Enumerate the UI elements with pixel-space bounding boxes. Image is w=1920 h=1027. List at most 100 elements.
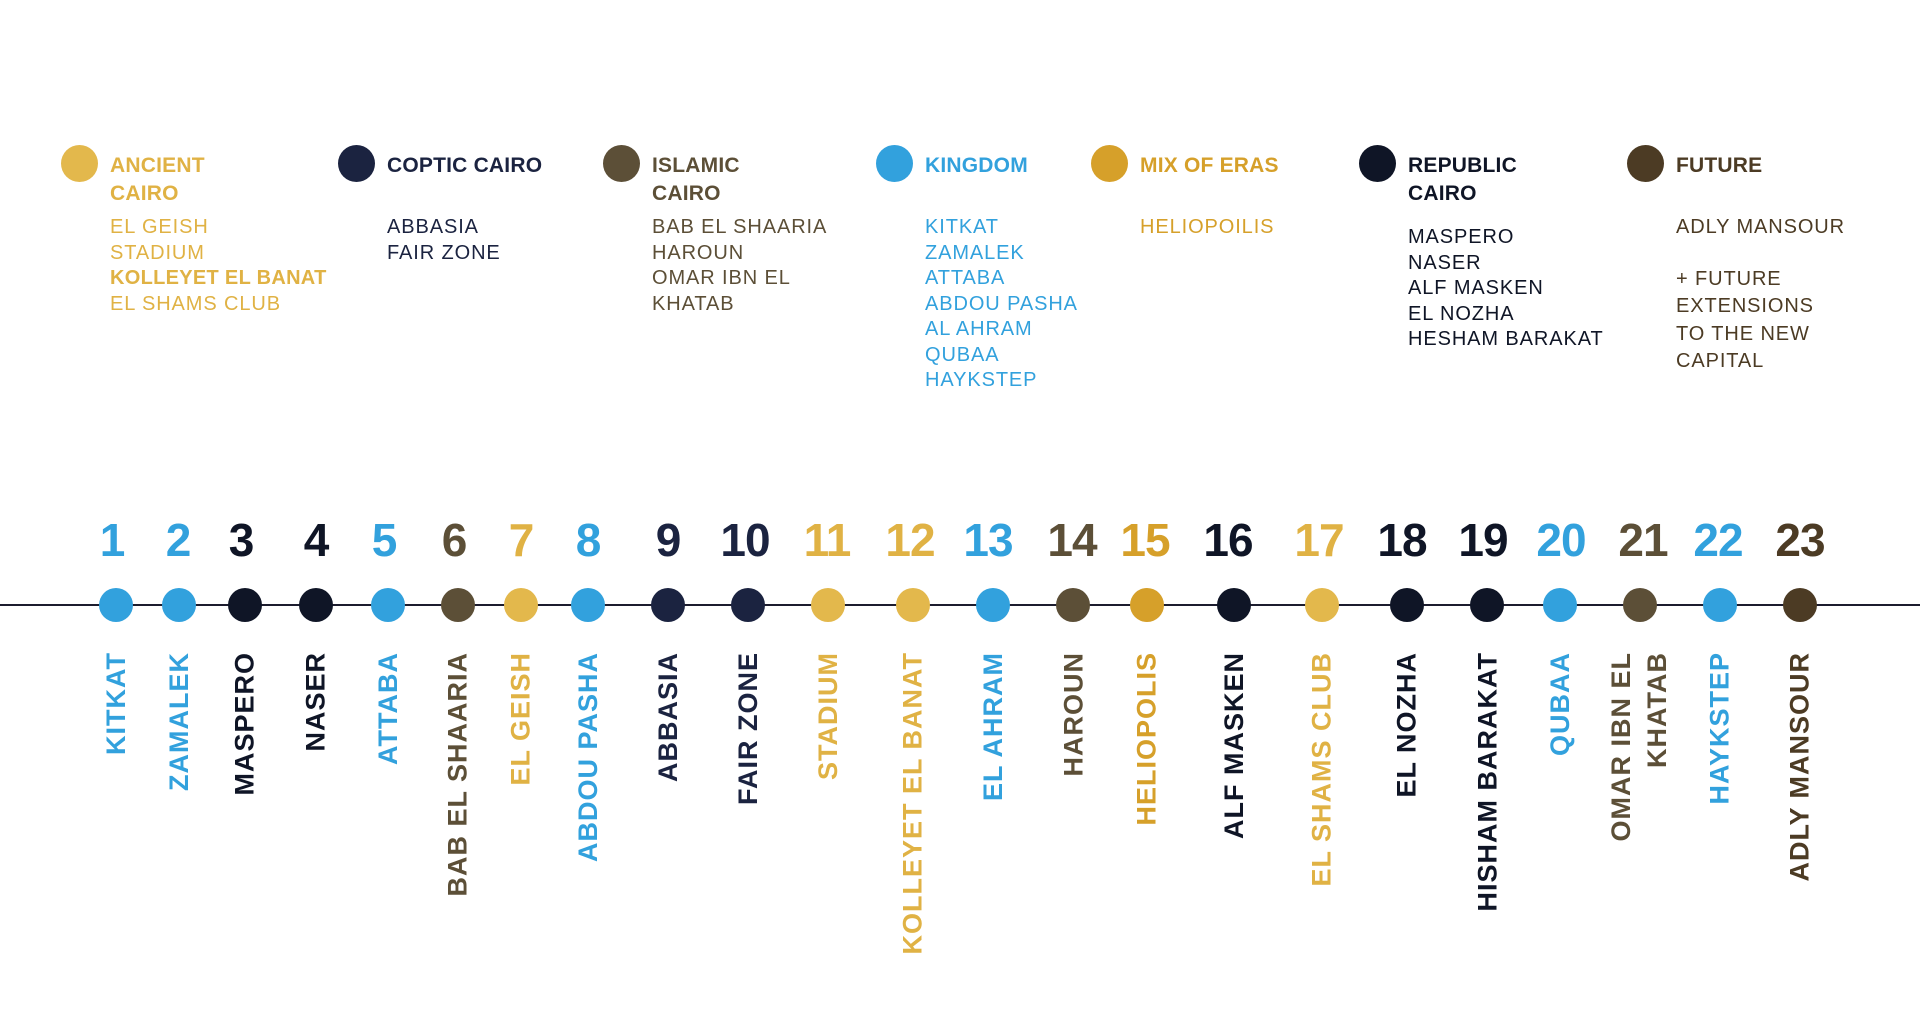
category-station-list: KITKAT ZAMALEK ATTABA ABDOU PASHA AL AHR… [925,215,1078,394]
category-station: OMAR IBN EL [652,267,791,289]
station-name: ATTABA [373,652,403,765]
category-name: FUTURE [1676,154,1763,177]
station-name: MASPERO [230,652,260,796]
stop-number-15: 15 [1120,514,1170,566]
stop-number-16: 16 [1203,514,1253,566]
category-station: QUBAA [925,343,1000,366]
category-station: HESHAM BARAKAT [1408,328,1604,350]
stop-number-17: 17 [1294,514,1344,566]
category-station: MASPERO [1408,226,1515,248]
category-station-list: MASPERO NASER ALF MASKEN EL NOZHA HESHAM… [1408,225,1604,353]
category-station-list: EL GEISH STADIUM KOLLEYET EL BANAT EL SH… [110,215,327,317]
category-name: ANCIENT CAIRO [110,154,205,205]
category-station: AL AHRAM [925,318,1033,340]
station-name: HAYKSTEP [1705,652,1735,805]
metro-line-axis [0,604,1920,606]
stop-dot-22 [1703,588,1737,622]
category-dot [603,145,640,182]
category-station: NASER [1408,251,1482,274]
stop-dot-8 [571,588,605,622]
category-name: COPTIC CAIRO [387,154,543,177]
category-station: HELIOPOILIS [1140,216,1275,238]
category-station-list: HELIOPOILIS [1140,215,1274,241]
stop-number-2: 2 [165,514,192,566]
stop-dot-21 [1623,588,1657,622]
legend: ANCIENT CAIRO EL GEISH STADIUM KOLLEYET … [0,145,1920,446]
stop-dot-4 [299,588,333,622]
stop-number-9: 9 [655,514,682,566]
stop-dot-10 [731,588,765,622]
category-dot [1627,145,1664,182]
category-station: + FUTURE EXTENSIONS TO THE NEW CAPITAL [1676,267,1814,373]
category-station-list: ABBASIA FAIR ZONE [387,215,501,266]
station-name: HAROUN [1058,652,1088,777]
category-name: ISLAMIC CAIRO [652,154,740,205]
station-name: ABBASIA [653,652,683,783]
category-station: ATTABA [925,267,1006,289]
category-station: ABBASIA [387,216,479,238]
station-name: ABDOU PASHA [573,652,603,863]
category-dot [876,145,913,182]
stop-dot-7 [504,588,538,622]
stop-number-7: 7 [508,514,535,566]
station-name: ADLY MANSOUR [1785,652,1815,882]
category-name: REPUBLIC CAIRO [1408,154,1517,205]
stop-number-20: 20 [1536,514,1586,566]
category-station: ALF MASKEN [1408,277,1544,299]
stop-dot-6 [441,588,475,622]
category-name: KINGDOM [925,154,1028,177]
station-name: HELIOPOLIS [1132,652,1162,826]
category-dot [1359,145,1396,182]
stop-number-19: 19 [1458,514,1508,566]
station-name: ZAMALEK [164,652,194,791]
stop-dot-13 [976,588,1010,622]
station-name: HISHAM BARAKAT [1472,652,1502,912]
stop-dot-17 [1305,588,1339,622]
category-station: KITKAT [925,216,999,238]
station-name: FAIR ZONE [733,652,763,806]
stop-dot-5 [371,588,405,622]
stop-number-12: 12 [885,514,935,566]
category-station: HAROUN [652,241,745,264]
stop-dot-16 [1217,588,1251,622]
stop-number-4: 4 [303,514,330,566]
category-station: HAYKSTEP [925,369,1038,391]
stop-dot-3 [228,588,262,622]
stop-dot-23 [1783,588,1817,622]
category-name: MIX OF ERAS [1140,154,1279,177]
category-station: KOLLEYET EL BANAT [110,267,327,289]
stop-dot-9 [651,588,685,622]
stop-number-6: 6 [441,514,468,566]
stop-number-18: 18 [1377,514,1427,566]
category-station: ADLY MANSOUR [1676,216,1845,238]
stop-number-8: 8 [575,514,602,566]
stop-number-10: 10 [720,514,770,566]
category-station: BAB EL SHAARIA [652,216,828,238]
station-name: NASER [301,652,331,752]
category-station-list: BAB EL SHAARIA HAROUN OMAR IBN EL KHATAB [652,215,827,317]
stop-number-5: 5 [371,514,398,566]
stop-dot-14 [1056,588,1090,622]
station-name: ALF MASKEN [1219,652,1249,839]
stop-number-3: 3 [228,514,255,566]
category-station: ZAMALEK [925,241,1025,264]
category-station: FAIR ZONE [387,241,501,264]
stop-number-22: 22 [1693,514,1743,566]
category-station: EL GEISH [110,216,209,238]
stop-number-23: 23 [1775,514,1825,566]
stop-dot-1 [99,588,133,622]
station-name: KITKAT [101,652,131,755]
station-name: EL SHAMS CLUB [1307,652,1337,887]
stop-number-14: 14 [1047,514,1097,566]
stop-number-13: 13 [963,514,1013,566]
stop-dot-19 [1470,588,1504,622]
category-station: EL SHAMS CLUB [110,292,282,315]
category-station: KHATAB [652,292,735,315]
category-station: EL NOZHA [1408,302,1515,325]
station-name: EL GEISH [506,652,536,786]
category-dot [1091,145,1128,182]
stop-dot-2 [162,588,196,622]
stop-number-1: 1 [99,514,126,566]
station-name: BAB EL SHAARIA [443,652,473,897]
